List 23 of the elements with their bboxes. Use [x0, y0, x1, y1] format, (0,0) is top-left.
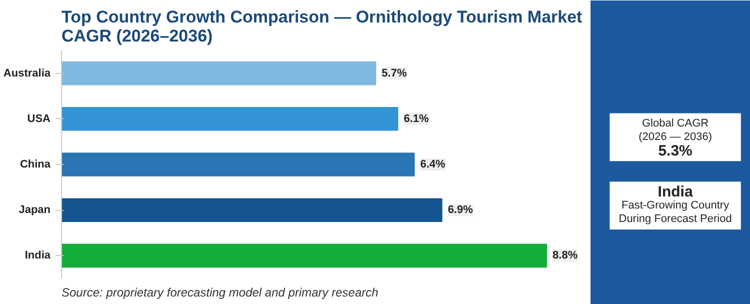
- chart-title: Top Country Growth Comparison — Ornithology Tourism Market CAGR (2026–2036): [62, 8, 583, 46]
- data-label: 6.1%: [404, 112, 430, 125]
- text: 5.3%: [658, 142, 692, 160]
- y-tick-label: Australia: [3, 67, 52, 80]
- y-tick-label: Japan: [18, 204, 51, 216]
- text: (2026 — 2036): [638, 131, 712, 144]
- text: Global CAGR: [642, 117, 709, 130]
- bar: [62, 61, 376, 86]
- bar: [62, 198, 442, 222]
- text: Fast-Growing Country: [622, 200, 730, 212]
- y-tick-label: China: [20, 158, 52, 170]
- data-label: 8.8%: [552, 250, 578, 262]
- bar: [62, 107, 398, 131]
- y-tick-label: USA: [27, 112, 51, 125]
- data-label: 6.4%: [420, 158, 446, 170]
- y-tick-label: India: [24, 250, 52, 262]
- source-note: Source: proprietary forecasting model and primary research: [62, 286, 379, 300]
- bar: [62, 244, 548, 268]
- text: India: [658, 183, 694, 200]
- data-label: 5.7%: [382, 67, 407, 80]
- data-label: 6.9%: [448, 204, 474, 216]
- text: During Forecast Period: [618, 213, 732, 226]
- bar: [62, 152, 415, 176]
